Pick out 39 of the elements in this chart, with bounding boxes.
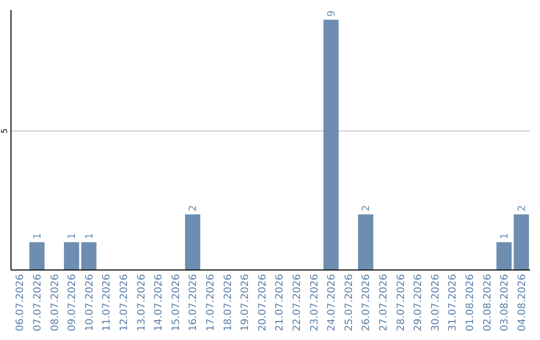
x-tick-label: 03.08.2026: [500, 274, 511, 332]
x-tick-label: 24.07.2026: [326, 274, 338, 332]
x-tick-label: 30.07.2026: [430, 274, 442, 332]
x-tick-label: 22.07.2026: [292, 274, 303, 332]
x-tick-label: 11.07.2026: [102, 274, 113, 332]
x-tick-label: 16.07.2026: [188, 274, 200, 332]
x-tick-label: 09.07.2026: [67, 274, 78, 332]
x-tick-label: 07.07.2026: [32, 274, 44, 332]
x-tick-label: 23.07.2026: [309, 274, 320, 332]
data-label: 1: [67, 232, 78, 240]
x-tick-label: 01.08.2026: [464, 274, 476, 332]
data-label: 2: [361, 205, 372, 212]
x-tick-label: 27.07.2026: [378, 274, 390, 332]
data-label: 2: [188, 205, 200, 212]
data-label: 1: [84, 232, 96, 240]
x-tick-label: 06.07.2026: [15, 274, 26, 332]
y-tick-label: 5: [0, 128, 9, 134]
x-tick-label: 19.07.2026: [240, 274, 252, 332]
x-tick-label: 14.07.2026: [154, 274, 165, 332]
x-tick-label: 17.07.2026: [205, 274, 216, 332]
x-tick-label: 02.08.2026: [482, 274, 494, 332]
x-tick-label: 12.07.2026: [118, 274, 130, 332]
x-tick-label: 15.07.2026: [170, 274, 182, 332]
x-tick-label: 20.07.2026: [257, 274, 268, 332]
x-tick-label: 21.07.2026: [274, 274, 286, 332]
data-label: 1: [32, 232, 44, 240]
data-label: 1: [500, 232, 511, 240]
x-tick-label: 10.07.2026: [84, 274, 96, 332]
x-tick-label: 04.08.2026: [516, 274, 528, 332]
x-tick-label: 25.07.2026: [344, 274, 355, 332]
x-tick-label: 28.07.2026: [396, 274, 407, 332]
data-label: 9: [326, 10, 338, 17]
x-tick-label: 08.07.2026: [50, 274, 61, 332]
x-tick-label: 29.07.2026: [413, 274, 424, 332]
x-tick-label: 26.07.2026: [361, 274, 372, 332]
x-tick-label: 13.07.2026: [136, 274, 148, 332]
data-label: 2: [516, 205, 528, 212]
x-tick-label: 31.07.2026: [448, 274, 459, 332]
x-tick-label: 18.07.2026: [222, 274, 234, 332]
